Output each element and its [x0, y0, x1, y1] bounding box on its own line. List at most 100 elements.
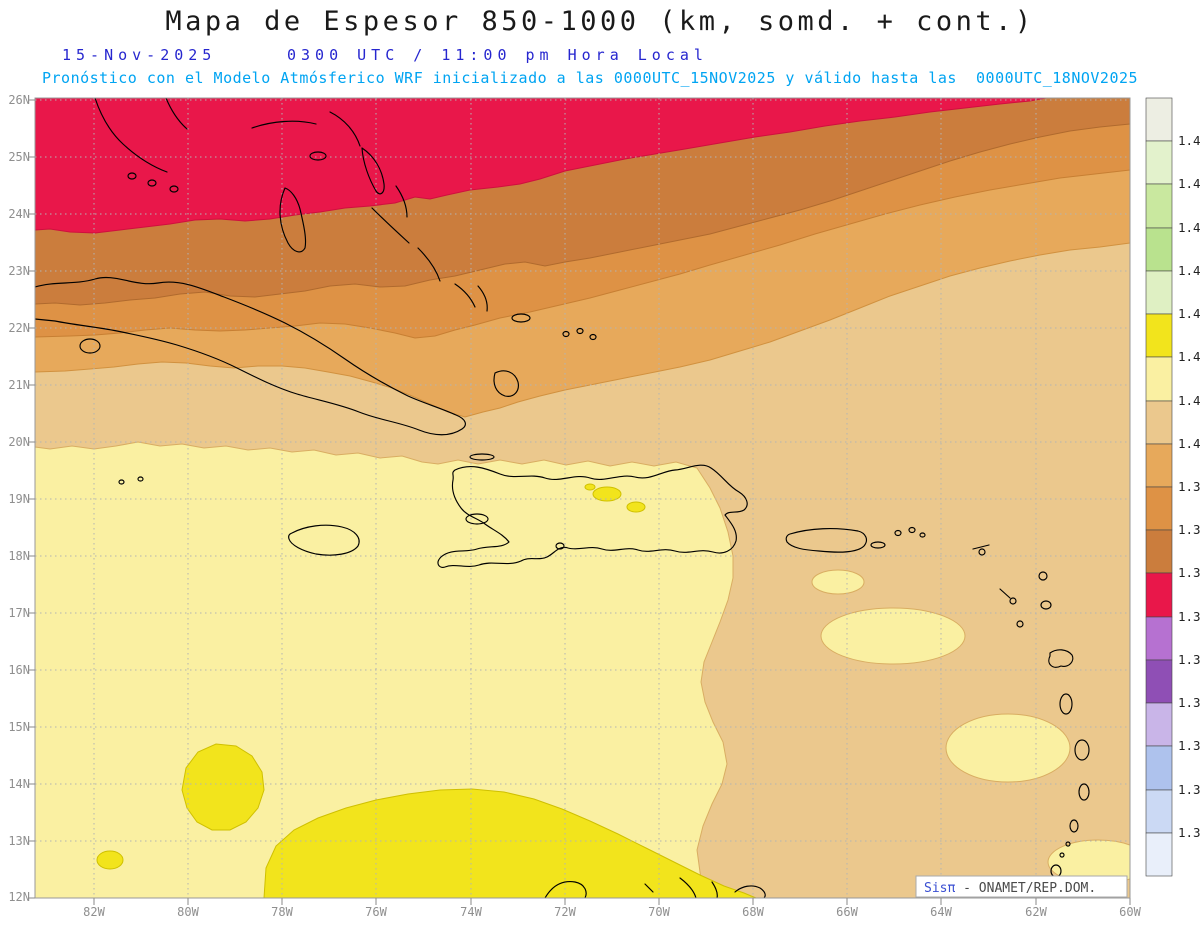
lat-label: 12N	[8, 890, 30, 904]
lat-label: 16N	[8, 663, 30, 677]
lon-label: 62W	[1025, 905, 1047, 919]
lat-label: 18N	[8, 549, 30, 563]
yellow-spot	[96, 850, 124, 870]
colorbar-label: 1.41	[1178, 393, 1200, 408]
yellow-patches	[96, 483, 757, 898]
lat-label: 26N	[8, 93, 30, 107]
bahamas-coastline	[251, 111, 597, 397]
lat-label: 17N	[8, 606, 30, 620]
colorbar-segment	[1145, 529, 1173, 574]
lon-gridlines	[93, 98, 1037, 898]
lon-label: 80W	[177, 905, 199, 919]
lat-label: 25N	[8, 150, 30, 164]
credit-box-background	[915, 875, 1128, 898]
cayman-islands-coastline	[118, 476, 144, 485]
credit-box: Sisπ - ONAMET/REP.DOM.	[915, 875, 1128, 898]
jamaica-coastline	[288, 524, 360, 556]
lat-label: 14N	[8, 777, 30, 791]
lat-ticks	[28, 99, 35, 899]
lesser-antilles-coastline	[972, 544, 1090, 878]
colorbar-segment	[1145, 486, 1173, 531]
lon-label: 60W	[1119, 905, 1141, 919]
colorbar-label: 1.38	[1178, 609, 1200, 624]
colorbar-segment	[1145, 572, 1173, 618]
yellow-south-band	[263, 788, 757, 898]
pale-yellow-pockets	[811, 569, 1130, 885]
colorbar-segment	[1145, 789, 1173, 834]
colorbar-segment	[1145, 702, 1173, 747]
coastlines	[35, 98, 1090, 898]
lat-label: 13N	[8, 834, 30, 848]
colorbar-label: 1.356	[1178, 782, 1200, 797]
lon-label: 72W	[554, 905, 576, 919]
colorbar-label: 1.398	[1178, 479, 1200, 494]
valid-date: 15-Nov-2025	[62, 46, 217, 64]
pale-pocket	[820, 607, 966, 665]
colorbar-label: 1.368	[1178, 695, 1200, 710]
colorbar-segment	[1145, 443, 1173, 488]
colorbar-label: 1.416	[1178, 349, 1200, 364]
hispaniola-coastline	[437, 453, 748, 568]
band-red	[35, 98, 1047, 234]
colorbar-label: 1.374	[1178, 652, 1200, 667]
lat-label: 15N	[8, 720, 30, 734]
colorbar-segment	[1145, 313, 1173, 358]
pale-pocket	[945, 713, 1071, 783]
colorbar-segment	[1145, 832, 1173, 877]
colorbar-segment	[1145, 356, 1173, 402]
colorbar-label: 1.404	[1178, 436, 1200, 451]
colorbar-segment	[1145, 227, 1173, 272]
colorbar-label: 1.392	[1178, 522, 1200, 537]
credit-pi-symbol: π	[947, 881, 955, 896]
puerto-rico-coastline	[785, 526, 926, 553]
lon-label: 74W	[460, 905, 482, 919]
colorbar-segment	[1145, 616, 1173, 661]
yellow-spot-hispaniola	[626, 501, 646, 513]
colorbar-label: 1.434	[1178, 220, 1200, 235]
valid-time: 0300 UTC / 11:00 pm Hora Local	[287, 46, 708, 64]
lon-label: 68W	[742, 905, 764, 919]
lon-axis-labels: 82W 80W 78W 76W 74W 72W 70W 68W 66W 64W …	[83, 905, 1141, 919]
colorbar-label: 1.422	[1178, 306, 1200, 321]
lon-label: 66W	[836, 905, 858, 919]
lon-label: 82W	[83, 905, 105, 919]
lon-ticks	[93, 898, 1131, 905]
thickness-fill-bands	[35, 98, 1130, 898]
lon-label: 64W	[930, 905, 952, 919]
lon-label: 78W	[271, 905, 293, 919]
colorbar-label: 1.428	[1178, 263, 1200, 278]
lat-label: 22N	[8, 321, 30, 335]
lon-label: 76W	[365, 905, 387, 919]
graticule	[35, 98, 1130, 898]
yellow-spot-hispaniola	[584, 483, 596, 491]
colorbar-segment	[1145, 183, 1173, 229]
credit-text: Sisπ - ONAMET/REP.DOM.	[924, 881, 1096, 896]
lat-label: 20N	[8, 435, 30, 449]
colorbar-segment	[1145, 745, 1173, 791]
lat-label: 21N	[8, 378, 30, 392]
south-caribbean-coastline	[544, 877, 766, 898]
cuba-coastline	[35, 276, 466, 436]
credit-sis: Sis	[924, 881, 947, 896]
page-title: Mapa de Espesor 850-1000 (km, somd. + co…	[165, 6, 1035, 37]
colorbar-segment	[1145, 659, 1173, 704]
credit-org: - ONAMET/REP.DOM.	[955, 881, 1096, 896]
lon-label: 70W	[648, 905, 670, 919]
florida-coastline	[94, 98, 188, 193]
forecast-subtitle: Pronóstico con el Modelo Atmósferico WRF…	[42, 69, 1139, 87]
colorbar-label: 1.386	[1178, 565, 1200, 580]
colorbar: 1.446 1.44 1.434 1.428 1.422 1.416 1.41 …	[1145, 97, 1200, 877]
lat-axis-labels: 26N 25N 24N 23N 22N 21N 20N 19N 18N 17N …	[8, 93, 30, 904]
colorbar-segment	[1145, 97, 1173, 142]
colorbar-segment	[1145, 400, 1173, 445]
yellow-spot-hispaniola	[592, 486, 622, 502]
colorbar-label: 1.35	[1178, 825, 1200, 840]
colorbar-label: 1.362	[1178, 738, 1200, 753]
lat-label: 19N	[8, 492, 30, 506]
lat-label: 23N	[8, 264, 30, 278]
colorbar-label: 1.44	[1178, 176, 1200, 191]
colorbar-segment	[1145, 270, 1173, 315]
pale-pocket	[811, 569, 865, 595]
lat-label: 24N	[8, 207, 30, 221]
